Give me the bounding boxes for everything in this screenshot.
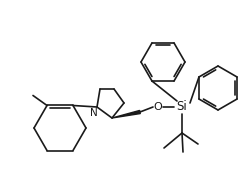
Text: N: N <box>90 108 98 118</box>
Polygon shape <box>112 110 140 118</box>
Text: O: O <box>154 102 162 112</box>
Text: Si: Si <box>176 100 188 113</box>
